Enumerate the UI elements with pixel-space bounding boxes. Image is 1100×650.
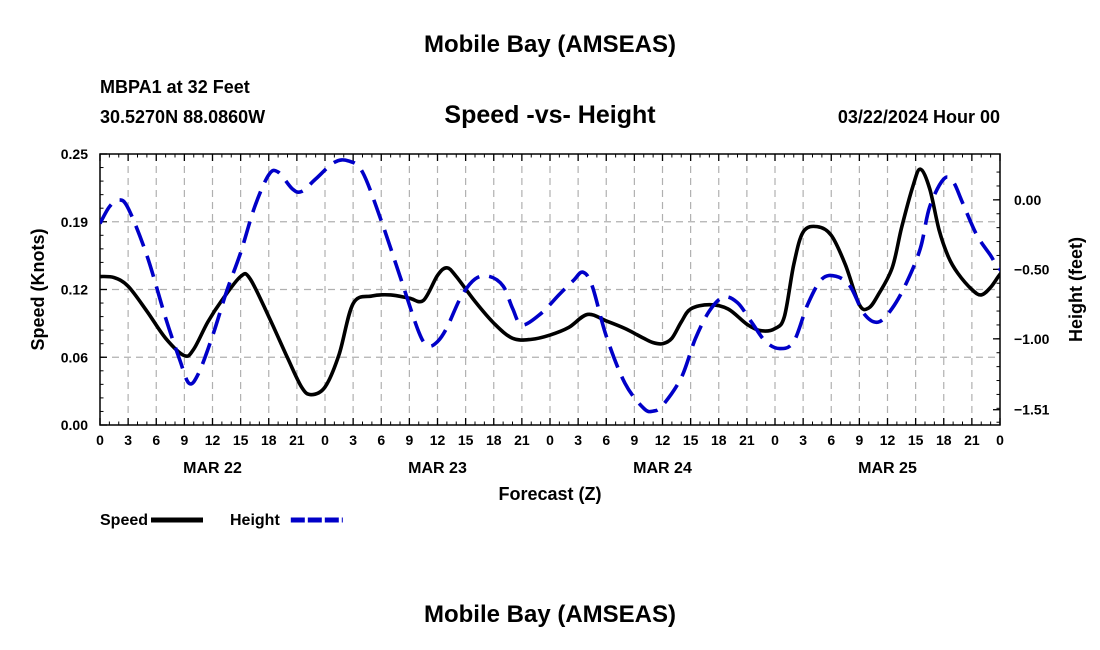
x-tick-label: 12: [880, 432, 896, 448]
y-tick-label: 0.12: [61, 282, 88, 298]
x-tick-label: 21: [289, 432, 305, 448]
chart-subtitle: Speed -vs- Height: [444, 101, 656, 129]
x-tick-label: 18: [486, 432, 502, 448]
legend-label-height: Height: [230, 512, 280, 529]
x-tick-label: 21: [514, 432, 530, 448]
x-tick-label: 6: [377, 432, 385, 448]
station-coordinates: 30.5270N 88.0860W: [100, 107, 266, 127]
y2-tick-label: −1.51: [1014, 402, 1050, 418]
chart-main-title: Mobile Bay (AMSEAS): [423, 31, 677, 58]
x-tick-label: 6: [827, 432, 835, 448]
x-tick-label: 9: [855, 432, 863, 448]
series-line-speed: [100, 167, 1000, 397]
x-tick-label: 18: [711, 432, 727, 448]
x-tick-label: 0: [96, 432, 104, 448]
x-tick-label: 15: [683, 432, 699, 448]
day-label: MAR 24: [633, 460, 692, 477]
x-tick-label: 15: [458, 432, 474, 448]
x-tick-label: 9: [405, 432, 413, 448]
y2-axis-title: Height (feet): [1066, 237, 1086, 342]
y2-tick-label: −0.50: [1014, 261, 1050, 277]
x-tick-label: 12: [205, 432, 221, 448]
x-tick-label: 21: [964, 432, 980, 448]
station-label: MBPA1 at 32 Feet: [100, 77, 250, 97]
x-axis-title: Forecast (Z): [498, 484, 601, 504]
x-tick-label: 12: [430, 432, 446, 448]
series-line-height: [100, 158, 1000, 414]
grid-layer: [100, 154, 1000, 425]
x-tick-label: 3: [124, 432, 132, 448]
y2-tick-label: −1.00: [1014, 331, 1050, 347]
legend: Speed Height: [100, 512, 343, 529]
day-label: MAR 23: [408, 460, 467, 477]
x-tick-label: 12: [655, 432, 671, 448]
x-tick-label: 15: [908, 432, 924, 448]
y-tick-label: 0.19: [61, 214, 88, 230]
x-tick-label: 3: [799, 432, 807, 448]
x-tick-label: 21: [739, 432, 755, 448]
x-tick-label: 6: [602, 432, 610, 448]
label-layer: 0 3 6 9 12 15 18 21 0 3 6 9 12 15 18 21 0 3 6 9 12 15 18 21 0 3 6 9…: [28, 146, 1086, 504]
x-tick-label: 18: [936, 432, 952, 448]
y2-tick-label: 0.00: [1014, 192, 1041, 208]
x-tick-label: 3: [349, 432, 357, 448]
repeat-title: Mobile Bay (AMSEAS): [423, 601, 677, 628]
x-tick-label: 9: [180, 432, 188, 448]
tick-layer: [99, 153, 1001, 426]
x-tick-label: 0: [996, 432, 1004, 448]
day-label: MAR 22: [183, 460, 242, 477]
day-label: MAR 25: [858, 460, 917, 477]
series-layer: [100, 158, 1000, 414]
x-tick-label: 0: [546, 432, 554, 448]
legend-label-speed: Speed: [100, 512, 148, 529]
y-axis-title: Speed (Knots): [28, 228, 48, 350]
x-tick-label: 0: [771, 432, 779, 448]
x-tick-label: 15: [233, 432, 249, 448]
forecast-date: 03/22/2024 Hour 00: [837, 107, 1000, 127]
y-tick-label: 0.25: [61, 146, 88, 162]
y-tick-label: 0.06: [61, 349, 88, 365]
x-tick-label: 18: [261, 432, 277, 448]
x-tick-label: 9: [630, 432, 638, 448]
x-tick-label: 0: [321, 432, 329, 448]
x-tick-label: 6: [152, 432, 160, 448]
x-tick-label: 3: [574, 432, 582, 448]
y-tick-label: 0.00: [61, 417, 88, 433]
